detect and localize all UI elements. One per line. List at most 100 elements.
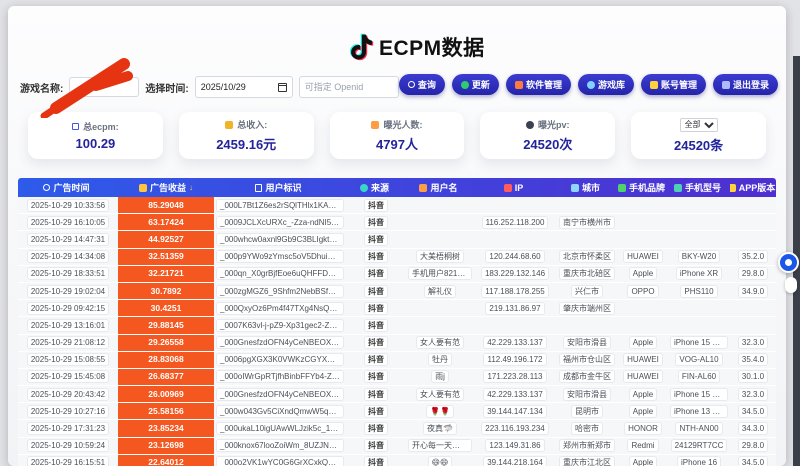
table-row[interactable]: 2025-10-29 09:42:15 30.4251 _000QxyOz6Pm… xyxy=(18,300,776,318)
cell-ad-revenue: 23.12698 xyxy=(118,437,214,454)
cell-ad-revenue: 85.29048 xyxy=(118,197,214,214)
app-logo: ECPM数据 xyxy=(344,30,485,64)
cell-app-version xyxy=(730,317,776,333)
cell-source: 抖音 xyxy=(346,438,406,454)
cell-city: 郑州市新郑市 xyxy=(556,438,618,454)
scroll-handle[interactable] xyxy=(785,277,797,293)
cell-ad-time: 2025-10-29 14:34:08 xyxy=(18,249,118,265)
cell-user-id: _000GnesfzdOFN4yCeNBEOXTj68QihLD3U7 xyxy=(214,335,346,351)
column-header[interactable]: APP版本 xyxy=(730,181,776,194)
toolbar-button[interactable]: 软件管理 xyxy=(505,74,571,95)
cell-user-id: _000L7Bt1Z6es2rSQlTHlx1KAyNN8aVnzFWM xyxy=(214,197,346,213)
cell-city: 重庆市北碚区 xyxy=(556,266,618,282)
table-row[interactable]: 2025-10-29 13:16:01 29.88145 _0007K63vl-… xyxy=(18,317,776,335)
date-input[interactable]: 2025/10/29 xyxy=(194,76,293,98)
calendar-icon[interactable] xyxy=(277,82,287,92)
table-row[interactable]: 2025-10-29 17:31:23 23.85234 _000ukaL10i… xyxy=(18,420,776,438)
cell-city xyxy=(556,197,618,213)
scroll-top-button[interactable] xyxy=(778,252,799,273)
cell-username: 😄😄 xyxy=(406,455,474,466)
button-label: 退出登录 xyxy=(732,80,769,90)
table-row[interactable]: 2025-10-29 19:02:04 30.7892 _000zgMGZ6_9… xyxy=(18,282,776,301)
column-header[interactable]: IP xyxy=(474,183,556,193)
sort-arrow-icon[interactable]: ↓ xyxy=(189,183,193,192)
filter-select[interactable]: 全部 xyxy=(679,117,718,132)
table-row[interactable]: 2025-10-29 21:08:12 29.26558 _000Gnesfzd… xyxy=(18,334,776,352)
cell-app-version: 34.5.0 xyxy=(730,455,776,466)
table-row[interactable]: 2025-10-29 15:45:08 26.68377 _000oIWrGpR… xyxy=(18,368,776,387)
column-header[interactable]: 用户名 xyxy=(406,181,474,194)
table-row[interactable]: 2025-10-29 14:34:08 32.51359 _000p9YWo9z… xyxy=(18,248,776,266)
cell-ad-revenue: 28.83068 xyxy=(118,351,214,368)
cell-phone-brand: Apple xyxy=(618,335,668,351)
column-header[interactable]: 来源 xyxy=(346,181,406,194)
cell-phone-model xyxy=(668,317,730,333)
stat-card: 总ecpm: 100.29 xyxy=(28,112,163,159)
column-header[interactable]: 手机品牌 xyxy=(618,181,668,194)
column-header[interactable]: 手机型号 xyxy=(668,181,730,194)
cell-phone-brand: HUAWEI xyxy=(618,352,668,368)
cell-source: 抖音 xyxy=(346,283,406,299)
cell-city: 肇庆市端州区 xyxy=(556,300,618,316)
cell-phone-model: NTH-AN00 xyxy=(668,420,730,436)
stat-icon xyxy=(72,123,80,130)
cell-ad-time: 2025-10-29 10:59:24 xyxy=(18,438,118,454)
stat-value: 2459.16元 xyxy=(216,137,277,152)
toolbar-button[interactable]: 游戏库 xyxy=(577,74,634,95)
stat-value: 4797人 xyxy=(376,137,418,152)
table-row[interactable]: 2025-10-29 14:47:31 44.92527 _000whcw0ax… xyxy=(18,231,776,249)
toolbar-button[interactable]: 查询 xyxy=(398,74,445,95)
cell-ad-time: 2025-10-29 13:16:01 xyxy=(18,317,118,333)
column-icon xyxy=(138,183,147,192)
cell-username: 女人要有范 xyxy=(406,386,474,402)
button-icon xyxy=(721,80,730,89)
cell-source: 抖音 xyxy=(346,369,406,385)
cell-ad-time: 2025-10-29 15:08:55 xyxy=(18,352,118,368)
stat-card-filter: 全部 24520条 xyxy=(631,112,766,159)
cell-city xyxy=(556,317,618,333)
cell-username: 雨j xyxy=(406,369,474,385)
button-label: 账号管理 xyxy=(660,80,697,90)
cell-username xyxy=(406,317,474,333)
table-row[interactable]: 2025-10-29 18:33:51 32.21721 _000qn_X0gr… xyxy=(18,265,776,283)
cell-city: 昆明市 xyxy=(556,403,618,419)
cell-phone-model: FIN-AL60 xyxy=(668,369,730,385)
game-name-input[interactable] xyxy=(69,77,140,97)
cell-username: 🌹🌹 xyxy=(406,403,474,419)
cell-username: 女人要有范 xyxy=(406,335,474,351)
cell-app-version: 30.1.0 xyxy=(730,369,776,385)
table-body: 2025-10-29 10:33:56 85.29048 _000L7Bt1Z6… xyxy=(18,197,776,466)
table-row[interactable]: 2025-10-29 20:43:42 26.00969 _000Gnesfzd… xyxy=(18,386,776,404)
table-row[interactable]: 2025-10-29 16:10:05 63.17424 _0009JCLXcU… xyxy=(18,214,776,232)
stat-icon xyxy=(371,120,380,129)
column-icon xyxy=(618,183,626,192)
table-row[interactable]: 2025-10-29 10:27:16 25.58156 _000w043Gv5… xyxy=(18,403,776,421)
cell-source: 抖音 xyxy=(346,403,406,419)
cell-source: 抖音 xyxy=(346,317,406,333)
column-header[interactable]: 广告收益 ↓ xyxy=(118,181,214,194)
cell-phone-brand xyxy=(618,317,668,333)
stat-card: 曝光人数: 4797人 xyxy=(329,112,465,159)
table-row[interactable]: 2025-10-29 16:15:51 22.64012 _000o2VK1wY… xyxy=(18,454,776,466)
table-row[interactable]: 2025-10-29 10:33:56 85.29048 _000L7Bt1Z6… xyxy=(18,197,776,215)
stat-label: 总收入: xyxy=(237,120,268,130)
cell-ip xyxy=(474,231,556,247)
table-row[interactable]: 2025-10-29 10:59:24 23.12698 _000knox67l… xyxy=(18,437,776,455)
column-label: 用户名 xyxy=(430,183,458,193)
stat-value: 24520次 xyxy=(523,137,573,152)
cell-source: 抖音 xyxy=(346,300,406,316)
toolbar-button[interactable]: 账号管理 xyxy=(640,74,706,95)
button-icon xyxy=(514,80,523,89)
column-header[interactable]: 广告时间 xyxy=(18,181,118,194)
cell-ip xyxy=(474,197,556,213)
column-header[interactable]: 用户标识 xyxy=(214,181,346,194)
cell-city: 南宁市横州市 xyxy=(556,214,618,230)
openid-input[interactable] xyxy=(298,76,399,98)
cell-user-id: _000zgMGZ6_9Shfm2NebBSfVpgMRreHSe-tj xyxy=(214,283,346,299)
table-row[interactable]: 2025-10-29 15:08:55 28.83068 _0006pgXGX3… xyxy=(18,351,776,369)
toolbar-button[interactable]: 退出登录 xyxy=(712,74,778,95)
toolbar-button[interactable]: 更新 xyxy=(451,74,499,95)
column-header[interactable]: 城市 xyxy=(556,181,618,194)
toolbar: 查询 更新 软件管理 游戏库 账号管理 退出登录 xyxy=(398,74,778,95)
cell-source: 抖音 xyxy=(346,266,406,282)
